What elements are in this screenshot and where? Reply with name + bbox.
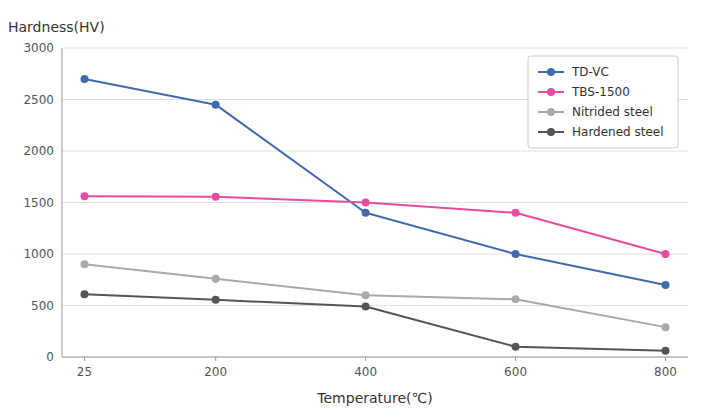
legend-label: TD-VC xyxy=(571,65,609,79)
x-tick xyxy=(665,357,666,361)
series-marker xyxy=(662,281,670,289)
series-marker xyxy=(362,199,370,207)
series-marker xyxy=(212,101,220,109)
legend-marker xyxy=(547,108,555,116)
legend-label: TBS-1500 xyxy=(571,85,630,99)
chart: 0 500 1000 1500 2000 2500 3000 25 200 400 600 800 Te… xyxy=(0,0,710,415)
y-tick-label: 2500 xyxy=(23,93,54,107)
y-tick-label: 2000 xyxy=(23,144,54,158)
y-axis-label: Hardness(HV) xyxy=(8,19,105,35)
y-tick-label: 0 xyxy=(46,350,54,364)
axes: 0 500 1000 1500 2000 2500 3000 25 200 400 600 800 xyxy=(23,41,688,379)
legend-box xyxy=(528,56,678,148)
series-marker xyxy=(512,209,520,217)
x-tick xyxy=(365,357,366,361)
series-marker xyxy=(512,343,520,351)
series-line xyxy=(84,264,665,327)
series-marker xyxy=(362,291,370,299)
y-tick-label: 1500 xyxy=(23,196,54,210)
x-axis-label: Temperature(℃) xyxy=(316,390,432,406)
series-marker xyxy=(662,323,670,331)
x-tick xyxy=(84,357,85,361)
x-tick-label: 400 xyxy=(354,365,377,379)
y-tick-label: 500 xyxy=(31,299,54,313)
grid-line xyxy=(62,254,688,255)
series-line xyxy=(84,294,665,351)
legend-label: Nitrided steel xyxy=(572,105,653,119)
series-marker xyxy=(512,295,520,303)
series-marker xyxy=(212,193,220,201)
x-tick-label: 800 xyxy=(654,365,677,379)
series-marker xyxy=(80,75,88,83)
series-marker xyxy=(362,303,370,311)
legend-marker xyxy=(547,128,555,136)
x-tick xyxy=(215,357,216,361)
y-axis-line xyxy=(62,48,63,357)
series-marker xyxy=(80,192,88,200)
legend-label: Hardened steel xyxy=(572,125,664,139)
y-tick-label: 1000 xyxy=(23,247,54,261)
grid-line xyxy=(62,305,688,306)
series-marker xyxy=(80,260,88,268)
legend: TD-VC TBS-1500 Nitrided steel Hardened stee… xyxy=(528,56,678,148)
x-tick-label: 600 xyxy=(504,365,527,379)
plot-area xyxy=(80,75,669,355)
series-line xyxy=(84,196,665,254)
x-tick-label: 25 xyxy=(77,365,92,379)
series-marker xyxy=(662,250,670,258)
series-line xyxy=(84,79,665,285)
series-marker xyxy=(212,275,220,283)
series-marker xyxy=(212,296,220,304)
grid-line xyxy=(62,48,688,49)
series-marker xyxy=(512,250,520,258)
legend-marker xyxy=(547,68,555,76)
x-axis-line xyxy=(62,357,688,358)
grid-line xyxy=(62,357,688,358)
x-tick-label: 200 xyxy=(204,365,227,379)
legend-marker xyxy=(547,88,555,96)
series-marker xyxy=(662,347,670,355)
grid-line xyxy=(62,151,688,152)
series-marker xyxy=(80,290,88,298)
x-tick xyxy=(515,357,516,361)
y-tick-label: 3000 xyxy=(23,41,54,55)
series-marker xyxy=(362,209,370,217)
